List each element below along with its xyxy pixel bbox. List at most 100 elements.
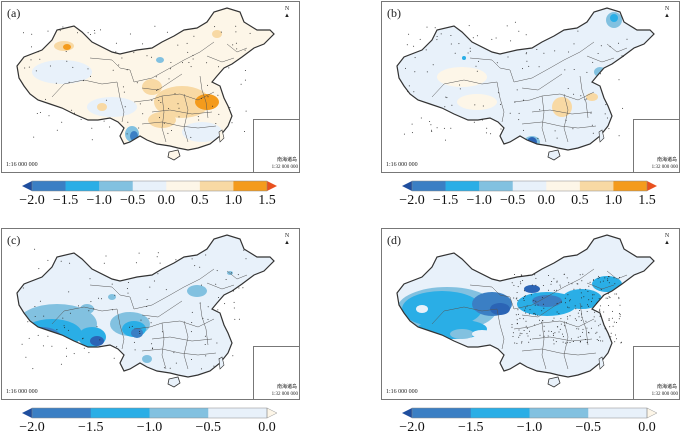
station-dot	[500, 128, 502, 130]
anomaly-patch	[472, 330, 492, 338]
station-dot	[443, 127, 445, 129]
colorbar-ramp	[402, 180, 657, 192]
colorbar-tick-label: −1.5	[432, 193, 459, 208]
station-dot	[618, 135, 620, 137]
north-arrow-icon: N ▲	[664, 233, 670, 246]
station-dot	[47, 259, 49, 261]
station-dot	[103, 262, 105, 264]
station-dot	[200, 284, 202, 286]
colorbar-under-arrow	[22, 408, 32, 418]
station-dot	[543, 330, 545, 332]
south-china-sea-inset: 南海诸岛 1:32 000 000	[633, 119, 679, 172]
station-dot	[541, 310, 543, 312]
province-boundary	[521, 121, 597, 129]
station-dot	[118, 64, 120, 66]
station-dot	[99, 339, 101, 341]
station-dot	[34, 306, 36, 307]
station-dot	[34, 316, 36, 317]
station-dot	[573, 93, 575, 95]
station-dot	[531, 294, 532, 296]
scale-label: 1:16 000 000	[6, 162, 38, 168]
station-dot	[574, 318, 576, 320]
station-dot	[559, 328, 561, 330]
station-dot	[527, 335, 529, 337]
station-dot	[560, 301, 562, 303]
station-dot	[619, 313, 621, 315]
station-dot	[89, 278, 91, 280]
station-dot	[550, 283, 552, 285]
station-dot	[472, 37, 474, 39]
station-dot	[411, 123, 413, 125]
province-boundary	[513, 318, 595, 330]
colorbar-bin	[546, 181, 581, 191]
anomaly-patch	[22, 327, 62, 351]
station-dot	[91, 127, 93, 129]
station-dot	[618, 318, 620, 320]
station-dot	[140, 319, 142, 321]
station-dot	[37, 51, 39, 53]
station-dot	[533, 313, 535, 315]
anomaly-patch	[532, 295, 562, 307]
station-dot	[60, 260, 62, 262]
station-dot	[599, 336, 601, 338]
station-dot	[564, 297, 566, 299]
colorbar-tick-label: −0.5	[575, 420, 601, 435]
station-dot	[609, 297, 611, 299]
station-dot	[599, 308, 601, 310]
station-dot	[586, 327, 588, 329]
station-dot	[553, 317, 555, 319]
station-dot	[523, 99, 525, 101]
station-dot	[39, 58, 41, 60]
station-dot	[201, 368, 202, 370]
colorbar-ramp	[22, 180, 277, 192]
station-dot	[593, 294, 595, 296]
station-dot	[575, 319, 577, 321]
station-dot	[618, 277, 620, 278]
colorbar-tick-label: −1.5	[78, 420, 104, 435]
station-dot	[626, 38, 628, 40]
anomaly-patch	[524, 285, 540, 293]
station-dot	[518, 30, 520, 32]
station-dot	[59, 30, 61, 32]
station-dot	[482, 105, 484, 107]
station-dot	[608, 319, 610, 321]
station-dot	[576, 328, 578, 330]
province-boundary	[133, 268, 215, 310]
colorbar-frame	[31, 407, 268, 419]
station-dot	[563, 273, 565, 275]
station-dot	[31, 46, 32, 48]
station-dot	[539, 334, 541, 336]
anomaly-patch	[450, 329, 474, 339]
station-dot	[521, 341, 523, 343]
station-dot	[587, 290, 589, 292]
station-dot	[588, 285, 590, 287]
station-dot	[113, 357, 115, 359]
station-dot	[516, 342, 518, 344]
station-dot	[616, 322, 617, 323]
province-boundary	[531, 109, 593, 115]
province-boundary	[51, 306, 118, 325]
station-dot	[573, 69, 575, 70]
station-dot	[65, 347, 67, 349]
province-boundary	[151, 336, 213, 342]
station-dot	[579, 335, 581, 337]
station-dot	[88, 352, 90, 354]
station-dot	[206, 62, 208, 64]
station-dot	[584, 99, 586, 101]
station-dot	[554, 130, 556, 132]
station-dot	[518, 119, 520, 121]
station-dot	[600, 315, 602, 317]
colorbar-bin	[445, 181, 480, 191]
station-dot	[191, 311, 193, 313]
station-dot	[586, 311, 588, 312]
station-dot	[233, 301, 235, 303]
station-dot	[554, 50, 556, 52]
station-dot	[563, 325, 565, 327]
station-dot	[514, 274, 515, 275]
station-dot	[124, 106, 126, 108]
colorbar-bin	[149, 408, 209, 418]
station-dot	[431, 129, 432, 131]
station-dot	[533, 300, 535, 302]
station-dot	[543, 307, 545, 309]
station-dot	[61, 121, 63, 123]
